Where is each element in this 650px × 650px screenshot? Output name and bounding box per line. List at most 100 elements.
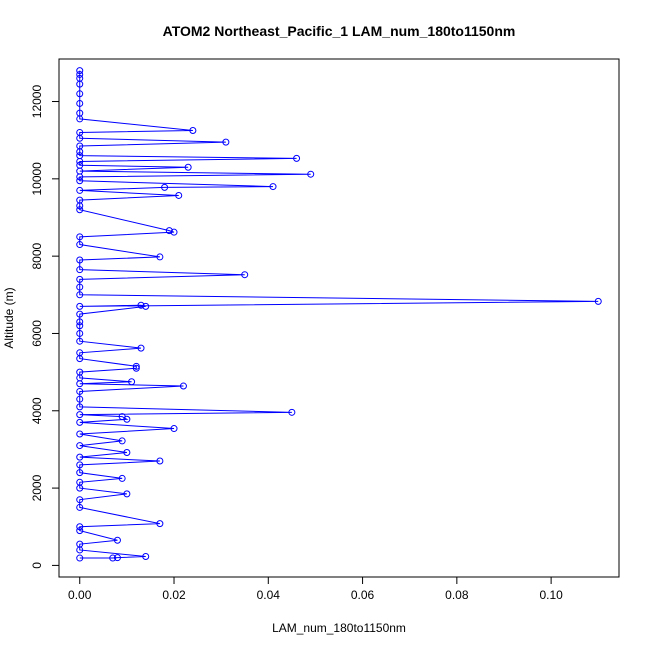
data-point [76,403,84,411]
y-tick-label: 10000 [30,162,44,196]
data-point [76,206,84,214]
y-tick-label: 8000 [30,242,44,269]
x-axis-label: LAM_num_180to1150nm [272,621,406,635]
data-point [76,318,84,326]
data-point [76,380,84,388]
data-point [142,302,150,310]
data-point [76,329,84,337]
data-point [76,177,84,185]
data-point [76,67,84,75]
data-point [293,154,301,162]
y-tick-label: 0 [30,562,44,569]
data-point [137,344,145,352]
data-point [222,138,230,146]
data-point [76,157,84,165]
data-point [76,554,84,562]
x-tick-label: 0.02 [162,588,186,602]
data-point [76,395,84,403]
data-point [123,415,131,423]
plot-area [76,67,602,562]
data-point [76,337,84,345]
data-point [76,233,84,241]
data-point [76,546,84,554]
data-point [76,503,84,511]
y-tick-label: 12000 [30,85,44,119]
data-point [76,527,84,535]
data-point [307,170,315,178]
data-point [165,227,173,235]
data-point [179,382,187,390]
data-point [76,322,84,330]
data-point [594,297,602,305]
data-point [76,202,84,210]
y-tick-label: 2000 [30,474,44,501]
data-point [123,449,131,457]
data-point [76,115,84,123]
data-point [76,134,84,142]
data-point [118,437,126,445]
data-point [76,275,84,283]
data-point [109,554,117,562]
data-point [76,355,84,363]
y-tick-label: 4000 [30,397,44,424]
chart-title: ATOM2 Northeast_Pacific_1 LAM_num_180to1… [163,23,516,39]
data-point [76,256,84,264]
data-point [76,430,84,438]
data-point [76,70,84,78]
x-tick-label: 0.08 [445,588,469,602]
data-point [76,523,84,531]
data-point [76,173,84,181]
data-point [156,520,164,528]
x-tick-label: 0.04 [257,588,281,602]
data-point [76,283,84,291]
data-point [76,148,84,156]
data-point [76,387,84,395]
data-point [132,362,140,370]
data-point [132,364,140,372]
data-point [76,418,84,426]
series-line [79,70,599,559]
data-point [76,99,84,107]
data-point [76,186,84,194]
data-point [241,271,249,279]
data-point [76,496,84,504]
data-point [76,411,84,419]
data-point [269,183,277,191]
data-point [123,490,131,498]
x-tick-label: 0.06 [351,588,375,602]
data-point [118,474,126,482]
data-point [76,291,84,299]
y-axis: 0 2000 4000 6000 8000 10000 12000 [30,85,60,569]
data-point [76,90,84,98]
data-point [156,457,164,465]
data-point [76,310,84,318]
x-axis: 0.00 0.02 0.04 0.06 0.08 0.10 [68,576,563,602]
data-point [113,554,121,562]
data-point [76,453,84,461]
data-point [161,183,169,191]
data-point [76,442,84,450]
data-point [175,191,183,199]
data-point [76,80,84,88]
x-tick-label: 0.10 [539,588,563,602]
data-point [76,484,84,492]
data-point [76,461,84,469]
data-point [128,378,136,386]
data-point [189,127,197,135]
data-point [76,302,84,310]
data-point [184,163,192,171]
data-point [137,301,145,309]
data-point [113,536,121,544]
data-point [170,425,178,433]
data-point [76,241,84,249]
data-point [288,408,296,416]
data-point [142,553,150,561]
x-tick-label: 0.00 [68,588,92,602]
data-point [76,266,84,274]
data-point [76,469,84,477]
y-tick-label: 6000 [30,320,44,347]
data-point [156,253,164,261]
data-point [170,228,178,236]
y-axis-label: Altitude (m) [2,287,16,348]
